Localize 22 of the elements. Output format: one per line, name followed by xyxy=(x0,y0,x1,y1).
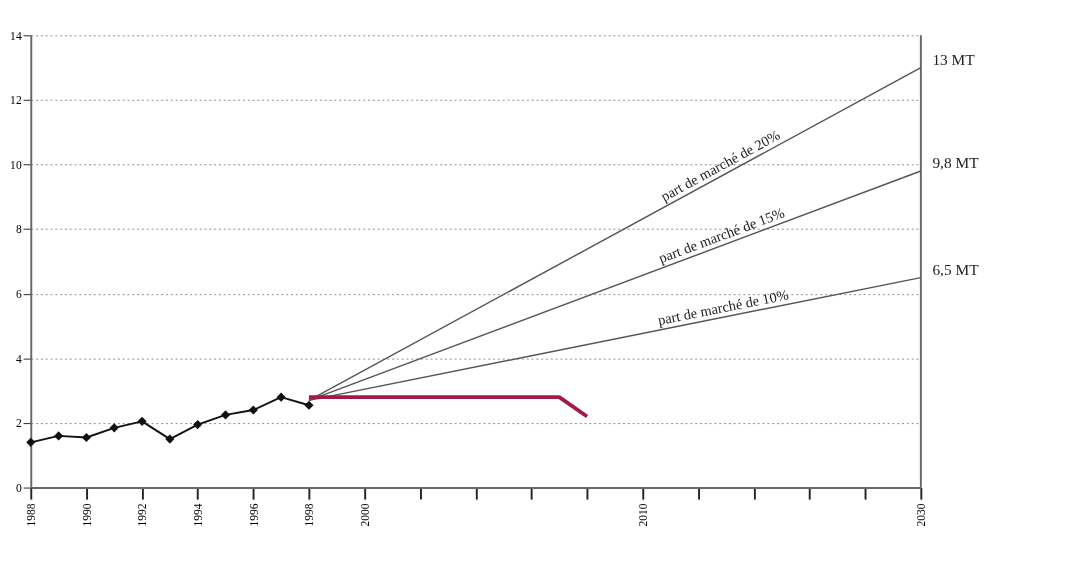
y-tick-label: 12 xyxy=(10,94,22,107)
x-tick-label: 1992 xyxy=(136,503,149,527)
x-tick-label: 1994 xyxy=(192,503,205,527)
x-tick-label: 2000 xyxy=(358,503,371,527)
x-tick-label: 1996 xyxy=(247,503,260,527)
y-tick-label: 8 xyxy=(15,223,22,236)
x-tick-label: 1990 xyxy=(80,503,93,527)
y-tick-label: 6 xyxy=(15,288,22,301)
text: part de marché de 15% xyxy=(656,204,787,267)
x-tick-label: 1998 xyxy=(303,503,316,527)
y-tick-label: 0 xyxy=(15,481,22,494)
y-tick-label: 10 xyxy=(10,158,22,171)
y-tick-label: 2 xyxy=(15,417,22,430)
annotation: 13 MT xyxy=(932,50,976,68)
y-tick-label: 14 xyxy=(10,29,22,42)
y-tick-label: 4 xyxy=(15,352,22,365)
annotation: 6,5 MT xyxy=(932,260,980,278)
x-tick-label: 2010 xyxy=(637,503,650,527)
annotation: 9,8 MT xyxy=(932,154,980,172)
text: part de marché de 10% xyxy=(656,286,790,329)
x-tick-label: 2030 xyxy=(915,503,928,527)
x-tick-label: 1988 xyxy=(25,503,38,527)
